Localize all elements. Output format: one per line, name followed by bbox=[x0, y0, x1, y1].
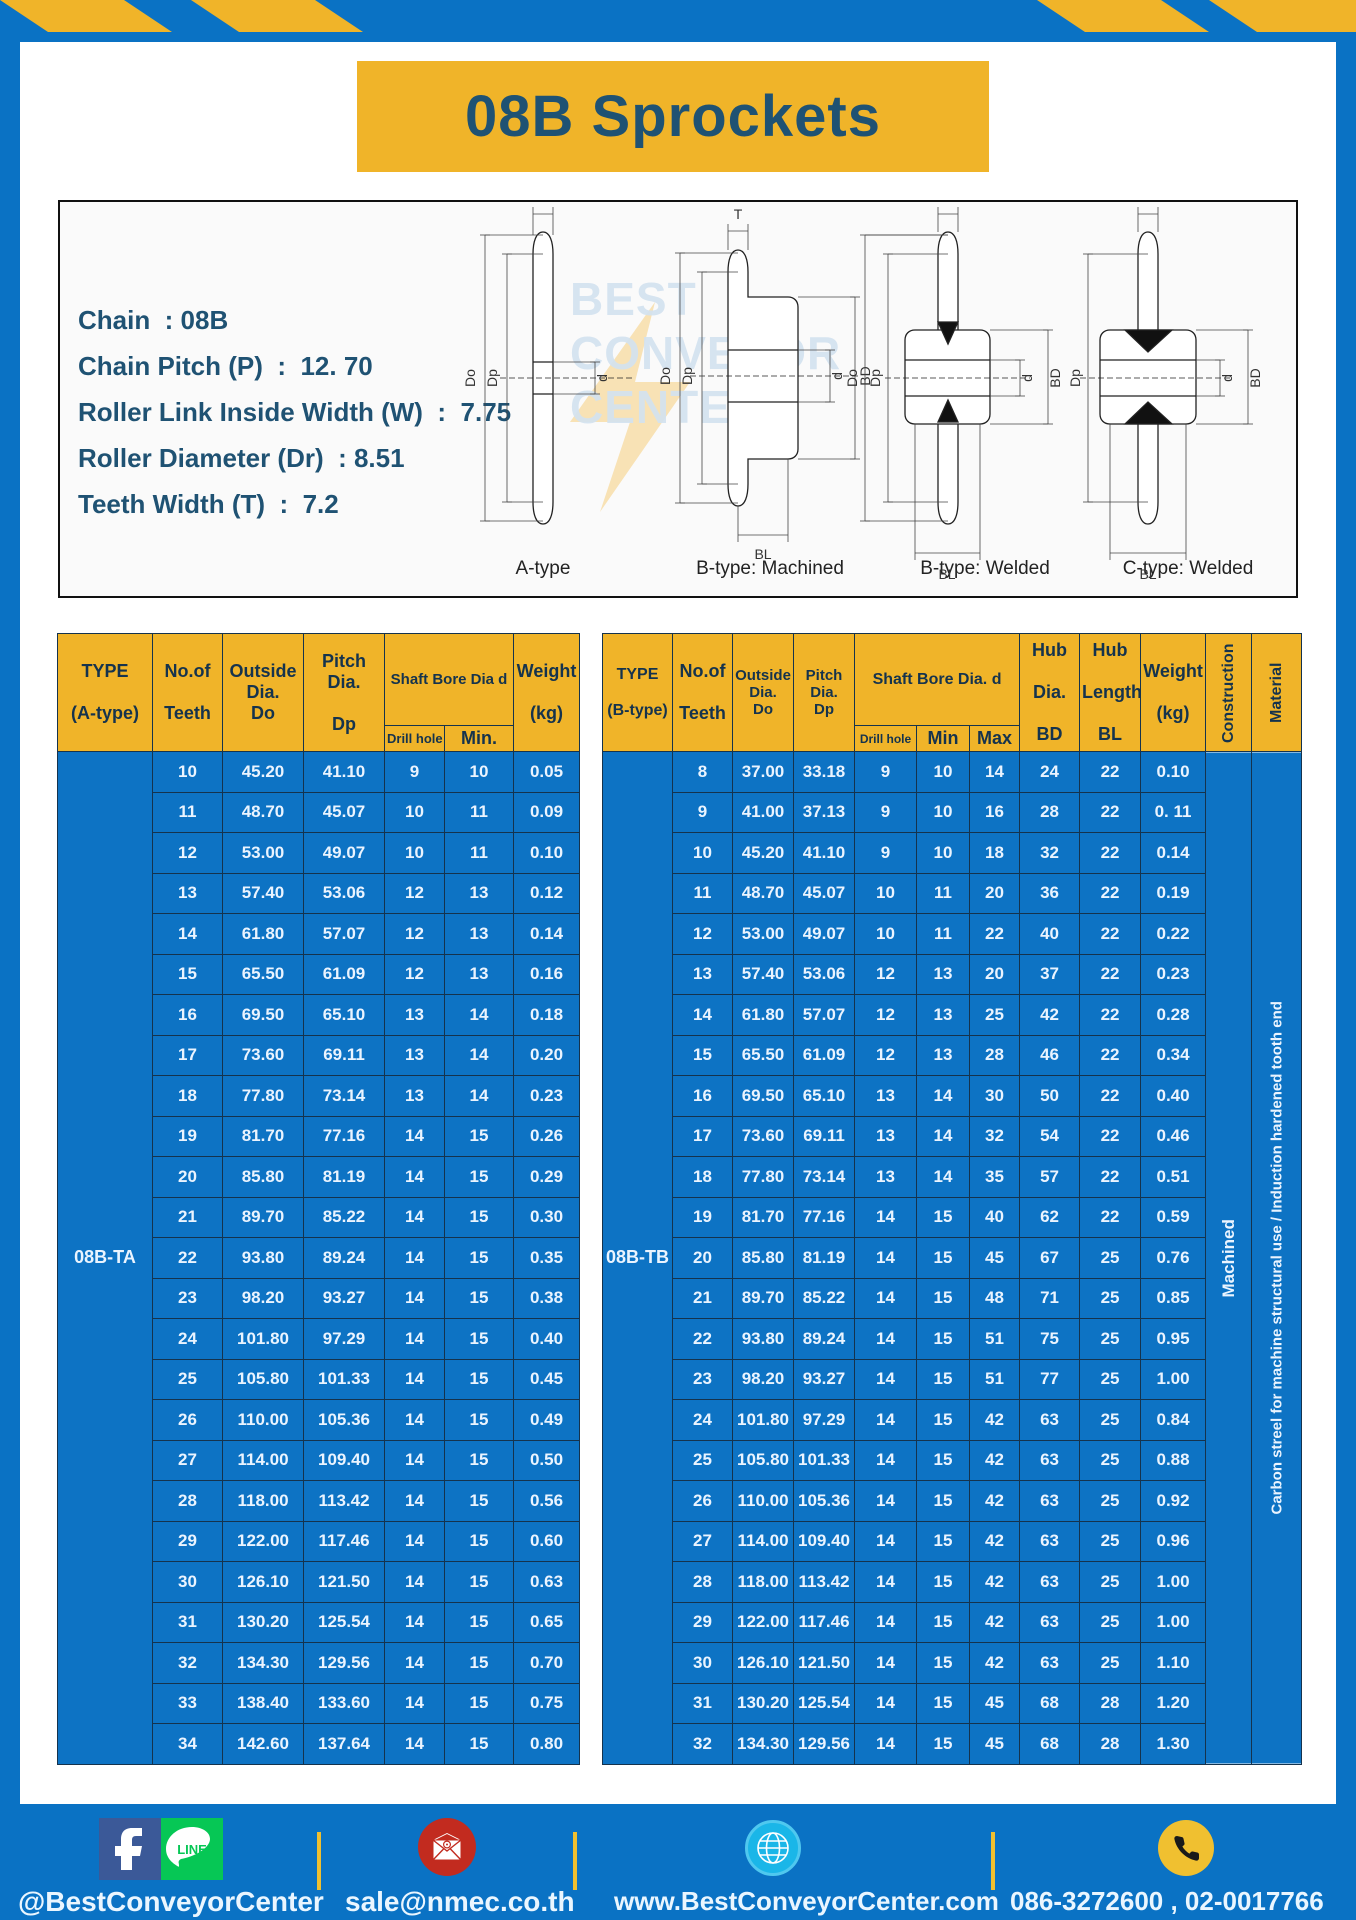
svg-text:d: d bbox=[1219, 374, 1235, 382]
svg-text:Do: Do bbox=[657, 367, 673, 385]
svg-text:T: T bbox=[734, 206, 743, 222]
svg-text:d: d bbox=[594, 374, 610, 382]
svg-text:Dp: Dp bbox=[1067, 369, 1083, 387]
svg-text:A-type: A-type bbox=[516, 558, 571, 579]
svg-text:BD: BD bbox=[1247, 368, 1263, 387]
svg-text:d: d bbox=[829, 372, 845, 380]
svg-text:Do: Do bbox=[462, 369, 478, 387]
svg-text:Dp: Dp bbox=[484, 369, 500, 387]
svg-text:BL: BL bbox=[938, 566, 955, 582]
svg-text:d: d bbox=[1019, 374, 1035, 382]
svg-text:T: T bbox=[1144, 202, 1153, 205]
svg-text:Dp: Dp bbox=[867, 369, 883, 387]
svg-text:BD: BD bbox=[1047, 368, 1063, 387]
svg-text:Do: Do bbox=[844, 369, 860, 387]
svg-text:T: T bbox=[539, 202, 548, 205]
svg-text:BL: BL bbox=[754, 546, 771, 562]
svg-text:BL: BL bbox=[1139, 566, 1156, 582]
svg-text:Dp: Dp bbox=[679, 367, 695, 385]
svg-text:T: T bbox=[944, 202, 953, 205]
